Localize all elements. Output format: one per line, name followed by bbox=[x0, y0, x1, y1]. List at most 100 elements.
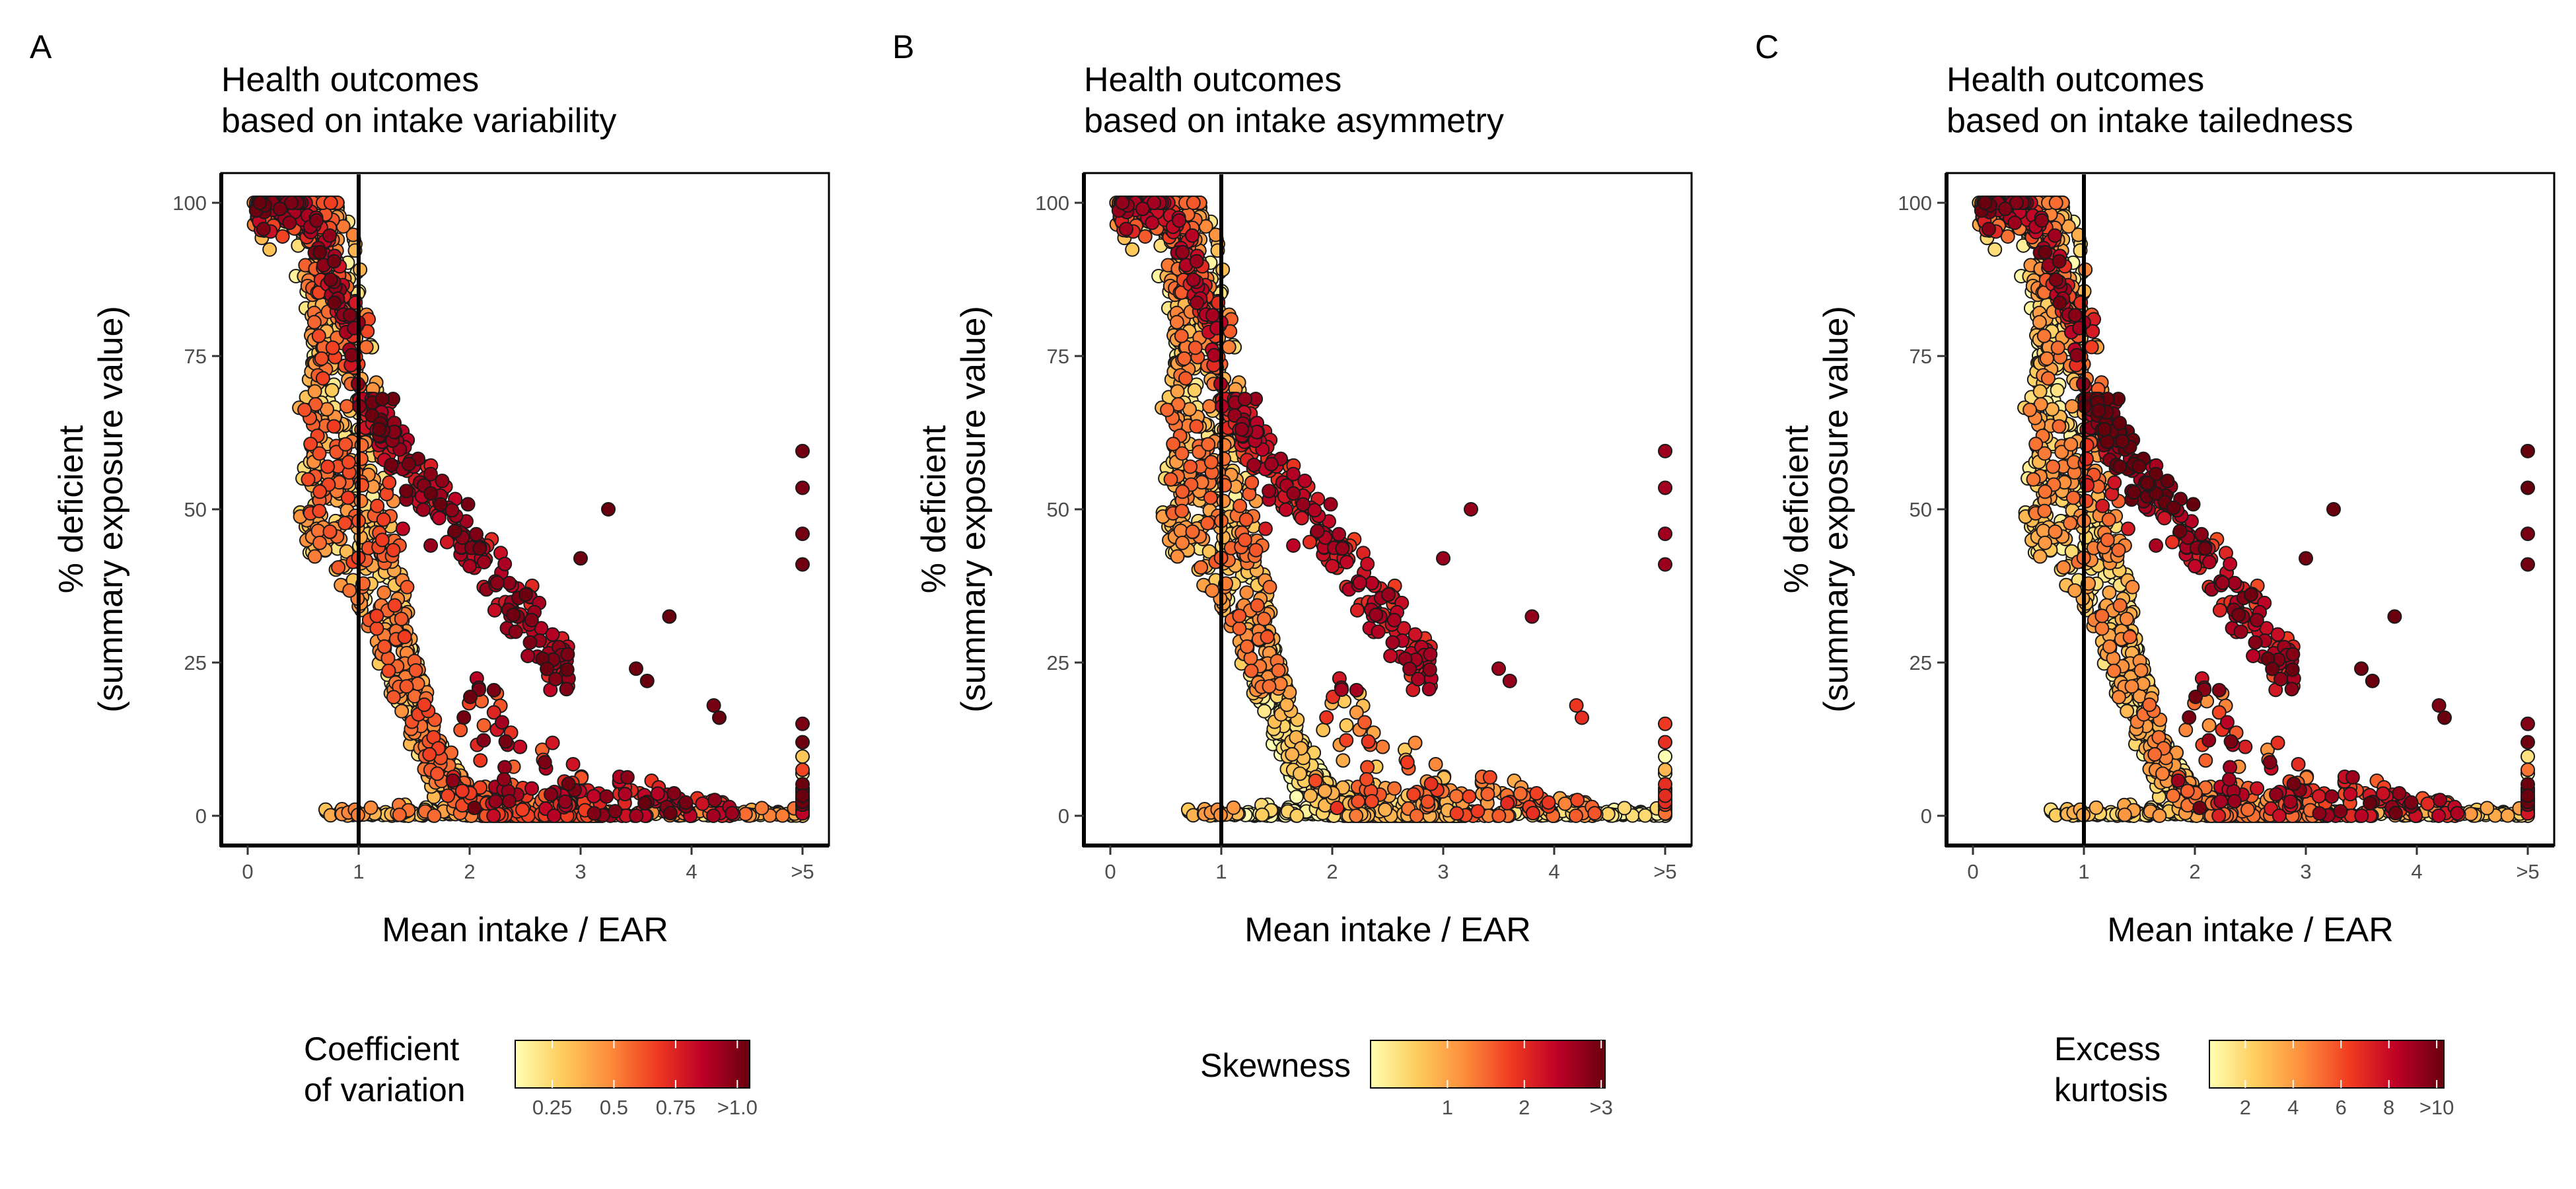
data-point bbox=[301, 472, 316, 487]
data-point bbox=[1658, 480, 1672, 495]
data-point bbox=[1658, 735, 1672, 750]
data-point bbox=[342, 308, 357, 323]
data-point bbox=[537, 754, 552, 770]
data-point bbox=[1462, 789, 1477, 804]
data-point bbox=[795, 443, 810, 458]
data-point bbox=[1658, 443, 1672, 458]
data-point bbox=[307, 384, 322, 399]
data-point bbox=[323, 272, 338, 287]
data-point bbox=[1569, 698, 1584, 713]
color-bar bbox=[1370, 1040, 1606, 1089]
data-point bbox=[1637, 808, 1653, 823]
data-point bbox=[1145, 215, 1160, 231]
data-point bbox=[544, 787, 559, 802]
data-point bbox=[435, 473, 450, 488]
data-point bbox=[1160, 402, 1175, 417]
data-point bbox=[1186, 272, 1201, 287]
data-point bbox=[486, 809, 501, 823]
data-point bbox=[331, 559, 346, 575]
data-point bbox=[1428, 756, 1443, 772]
data-point bbox=[445, 773, 460, 788]
data-point bbox=[1385, 635, 1400, 650]
data-point bbox=[456, 710, 472, 725]
data-point bbox=[262, 242, 277, 257]
data-point bbox=[559, 682, 574, 697]
data-point bbox=[476, 733, 491, 748]
chart-title: Health outcomes bbox=[1947, 61, 2204, 99]
data-point bbox=[472, 541, 487, 556]
data-point bbox=[329, 445, 344, 460]
data-point bbox=[1262, 679, 1277, 694]
data-point bbox=[1987, 242, 2003, 257]
x-tick-label: 0 bbox=[242, 860, 253, 883]
data-point bbox=[1293, 766, 1308, 781]
data-point bbox=[399, 484, 414, 499]
data-point bbox=[1285, 466, 1301, 482]
data-point bbox=[754, 801, 769, 816]
data-point bbox=[508, 624, 523, 639]
data-point bbox=[454, 783, 470, 799]
data-point bbox=[1409, 809, 1424, 823]
data-point bbox=[498, 734, 513, 749]
data-point bbox=[441, 788, 456, 803]
data-point bbox=[496, 772, 511, 787]
data-point bbox=[1172, 213, 1187, 228]
data-point bbox=[399, 679, 414, 694]
data-point bbox=[489, 575, 505, 591]
data-point bbox=[307, 549, 322, 564]
data-point bbox=[324, 382, 340, 398]
data-point bbox=[1464, 502, 1478, 517]
data-point bbox=[1118, 221, 1133, 236]
data-point bbox=[1189, 254, 1204, 269]
data-point bbox=[540, 661, 555, 676]
data-point bbox=[639, 673, 655, 688]
data-point bbox=[548, 672, 563, 687]
data-point bbox=[738, 807, 753, 822]
data-point bbox=[1411, 672, 1426, 687]
data-point bbox=[397, 630, 412, 645]
data-point bbox=[371, 421, 386, 437]
data-point bbox=[795, 749, 810, 764]
data-point bbox=[1244, 663, 1259, 678]
y-tick-label: 50 bbox=[184, 498, 207, 521]
data-point bbox=[1587, 806, 1602, 821]
x-tick-label: >5 bbox=[1653, 860, 1676, 883]
data-point bbox=[637, 795, 653, 811]
data-point bbox=[1125, 242, 1140, 257]
color-bar-tick-label: 1 bbox=[1442, 1096, 1453, 1119]
data-point bbox=[314, 351, 329, 366]
data-point bbox=[1420, 794, 1435, 809]
data-point bbox=[2050, 382, 2065, 398]
y-axis-label-line2: (summary exposure value) bbox=[954, 306, 993, 713]
data-point bbox=[327, 295, 342, 310]
data-point bbox=[369, 608, 384, 624]
color-bar-tick-label: >3 bbox=[1590, 1096, 1613, 1119]
data-point bbox=[1568, 809, 1583, 823]
data-point bbox=[1658, 762, 1672, 777]
data-point bbox=[1271, 663, 1286, 678]
data-point bbox=[1436, 551, 1450, 566]
data-point bbox=[1360, 556, 1375, 571]
data-point bbox=[394, 612, 409, 627]
data-point bbox=[1234, 421, 1249, 437]
data-point bbox=[1371, 624, 1386, 639]
data-point bbox=[1375, 739, 1390, 754]
data-point bbox=[1361, 734, 1376, 749]
data-point bbox=[1186, 196, 1201, 210]
data-point bbox=[495, 715, 510, 730]
data-point bbox=[369, 621, 384, 636]
data-points bbox=[1972, 196, 2535, 823]
data-point bbox=[275, 229, 290, 244]
data-point bbox=[1175, 244, 1190, 260]
chart-subtitle: based on intake tailedness bbox=[1947, 102, 2353, 140]
data-point bbox=[775, 808, 790, 823]
y-axis-label: % deficient bbox=[915, 425, 953, 593]
data-point bbox=[381, 663, 396, 678]
data-point bbox=[1349, 682, 1364, 698]
data-point bbox=[1246, 457, 1262, 472]
data-point bbox=[795, 480, 810, 495]
x-tick-label: 1 bbox=[353, 860, 364, 883]
color-bar-tick-label: >1.0 bbox=[717, 1096, 758, 1119]
data-point bbox=[1185, 228, 1200, 243]
data-point bbox=[430, 766, 445, 781]
